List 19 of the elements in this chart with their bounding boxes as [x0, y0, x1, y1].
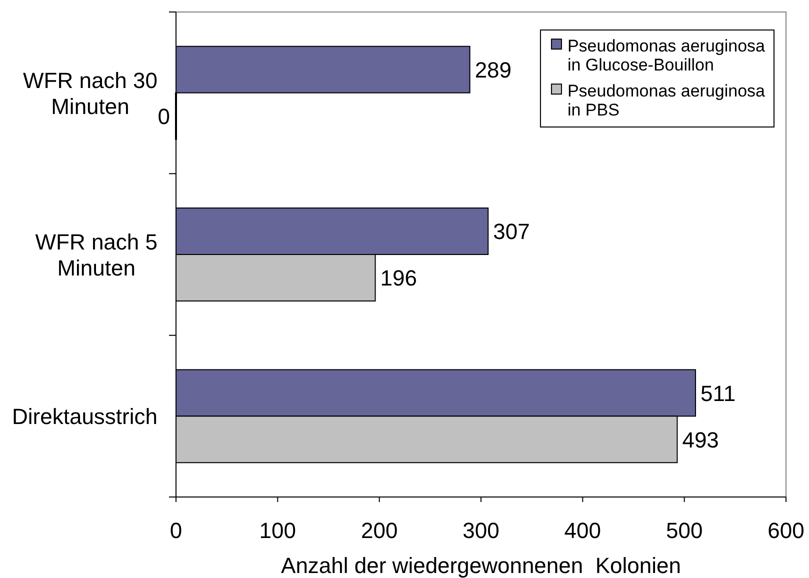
y-tick-label: WFR nach 30 Minuten [23, 68, 158, 119]
data-label: 511 [700, 380, 736, 406]
data-label: 196 [380, 266, 417, 291]
x-tick-label: 100 [259, 518, 296, 543]
x-tick-label: 400 [564, 518, 602, 543]
x-tick-label: 600 [768, 518, 804, 543]
x-axis-title: Anzahl der wiedergewonnenen Kolonien [281, 553, 681, 578]
y-tick-label: Direktausstrich [12, 404, 158, 430]
x-tick-label: 500 [666, 518, 703, 543]
legend-label: Pseudomonas aeruginosa in Glucose-Bouillon [567, 36, 766, 75]
y-tick-label: WFR nach 5 Minuten [35, 229, 158, 280]
data-label: 0 [158, 104, 170, 129]
data-label: 289 [474, 58, 512, 83]
x-tick-label: 200 [360, 518, 398, 543]
x-tick-label: 300 [462, 518, 500, 543]
data-label: 493 [682, 427, 719, 452]
x-tick-label: 0 [170, 518, 182, 543]
data-label: 307 [493, 219, 530, 244]
legend-label: Pseudomonas aeruginosa in PBS [567, 82, 766, 120]
